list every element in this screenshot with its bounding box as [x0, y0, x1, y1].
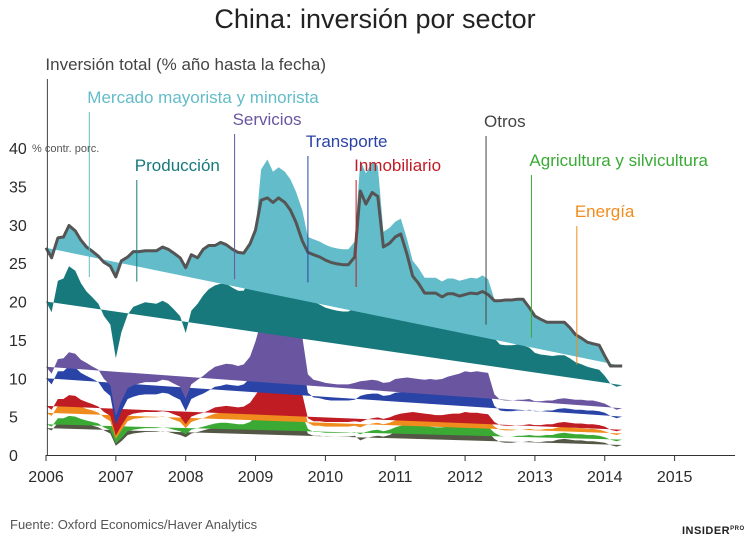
y-tick-5: 5 [9, 410, 18, 427]
brand-sup: PRO [730, 526, 745, 532]
y-tick-15: 15 [9, 333, 27, 350]
x-tick-2012: 2012 [447, 469, 483, 486]
x-tick-2007: 2007 [98, 469, 134, 486]
x-tick-2015: 2015 [657, 469, 693, 486]
x-axis: 2006 2007 2008 2009 2010 2011 2012 2013 2014 2015 [28, 455, 735, 486]
area-otros [46, 410, 623, 447]
x-tick-2010: 2010 [308, 469, 344, 486]
y-tick-35: 35 [9, 179, 27, 196]
label-inmobiliario: Inmobiliario [354, 156, 441, 175]
label-agricultura-y-silvicultura: Agricultura y silvicultura [529, 151, 708, 170]
area-energia [46, 385, 623, 439]
x-tick-2008: 2008 [168, 469, 204, 486]
y-tick-20: 20 [9, 295, 27, 312]
y-tick-10: 10 [9, 371, 27, 388]
source-note: Fuente: Oxford Economics/Haver Analytics [10, 517, 258, 532]
x-tick-2009: 2009 [238, 469, 274, 486]
label-otros: Otros [484, 112, 526, 131]
annotations: Inversión total (% año hasta la fecha) Me… [45, 55, 709, 455]
area-produccion [46, 197, 623, 387]
y-tick-25: 25 [9, 256, 27, 273]
area-inmobiliario [46, 375, 623, 436]
chart-title: China: inversión por sector [214, 4, 535, 34]
y-tick-40: 40 [9, 141, 27, 158]
area-servicios [46, 294, 623, 416]
x-tick-2014: 2014 [587, 469, 623, 486]
total-line [44, 189, 623, 368]
brand-logo: INSIDERPRO [682, 525, 745, 537]
area-agricultura-y-silvicultura [46, 402, 623, 444]
y-axis-label: % contr. porc. [32, 143, 99, 155]
stacked-areas [44, 159, 623, 447]
y-tick-0: 0 [9, 448, 18, 465]
y-axis: 0 5 10 15 20 25 30 35 40 [9, 141, 27, 465]
y-tick-30: 30 [9, 218, 27, 235]
x-tick-2011: 2011 [378, 469, 413, 486]
brand-name: INSIDER [682, 525, 730, 537]
x-tick-2013: 2013 [517, 469, 553, 486]
label-inversion-total-ano-hasta-la-fecha: Inversión total (% año hasta la fecha) [45, 55, 326, 74]
label-mercado-mayorista-y-minorista: Mercado mayorista y minorista [87, 88, 319, 107]
label-produccion: Producción [135, 156, 220, 175]
area-transporte [46, 333, 623, 426]
label-servicios: Servicios [233, 110, 302, 129]
x-tick-2006: 2006 [28, 469, 64, 486]
label-energia: Energía [575, 202, 635, 221]
label-transporte: Transporte [306, 132, 388, 151]
